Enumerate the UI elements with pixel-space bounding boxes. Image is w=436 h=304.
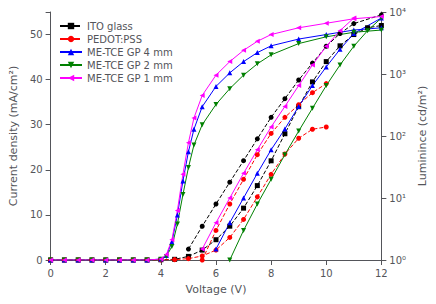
svg-text:ME-TCE GP 2 mm: ME-TCE GP 2 mm bbox=[87, 60, 173, 71]
svg-text:ITO glass: ITO glass bbox=[87, 21, 133, 32]
svg-text:10²: 10² bbox=[389, 131, 406, 142]
svg-text:ME-TCE GP 1 mm: ME-TCE GP 1 mm bbox=[87, 73, 173, 84]
svg-text:20: 20 bbox=[30, 164, 43, 175]
svg-text:40: 40 bbox=[30, 74, 43, 85]
svg-text:2: 2 bbox=[103, 268, 109, 279]
svg-text:4: 4 bbox=[158, 268, 164, 279]
svg-text:0: 0 bbox=[47, 268, 53, 279]
svg-text:Voltage (V): Voltage (V) bbox=[186, 283, 247, 296]
svg-text:10¹: 10¹ bbox=[389, 193, 406, 204]
svg-text:0: 0 bbox=[36, 255, 42, 266]
svg-text:10³: 10³ bbox=[389, 69, 406, 80]
svg-text:10: 10 bbox=[30, 209, 43, 220]
svg-text:10: 10 bbox=[320, 268, 333, 279]
svg-text:10⁰: 10⁰ bbox=[389, 255, 406, 266]
svg-text:50: 50 bbox=[30, 29, 43, 40]
svg-text:30: 30 bbox=[30, 119, 43, 130]
svg-text:Current density (mA/cm²): Current density (mA/cm²) bbox=[7, 66, 20, 206]
svg-text:ME-TCE GP 4 mm: ME-TCE GP 4 mm bbox=[87, 47, 173, 58]
svg-text:8: 8 bbox=[268, 268, 274, 279]
svg-text:Luminince (cd/m²): Luminince (cd/m²) bbox=[416, 86, 429, 186]
svg-text:10⁴: 10⁴ bbox=[389, 7, 406, 18]
svg-text:PEDOT:PSS: PEDOT:PSS bbox=[87, 34, 142, 45]
svg-text:12: 12 bbox=[375, 268, 388, 279]
svg-text:6: 6 bbox=[213, 268, 219, 279]
